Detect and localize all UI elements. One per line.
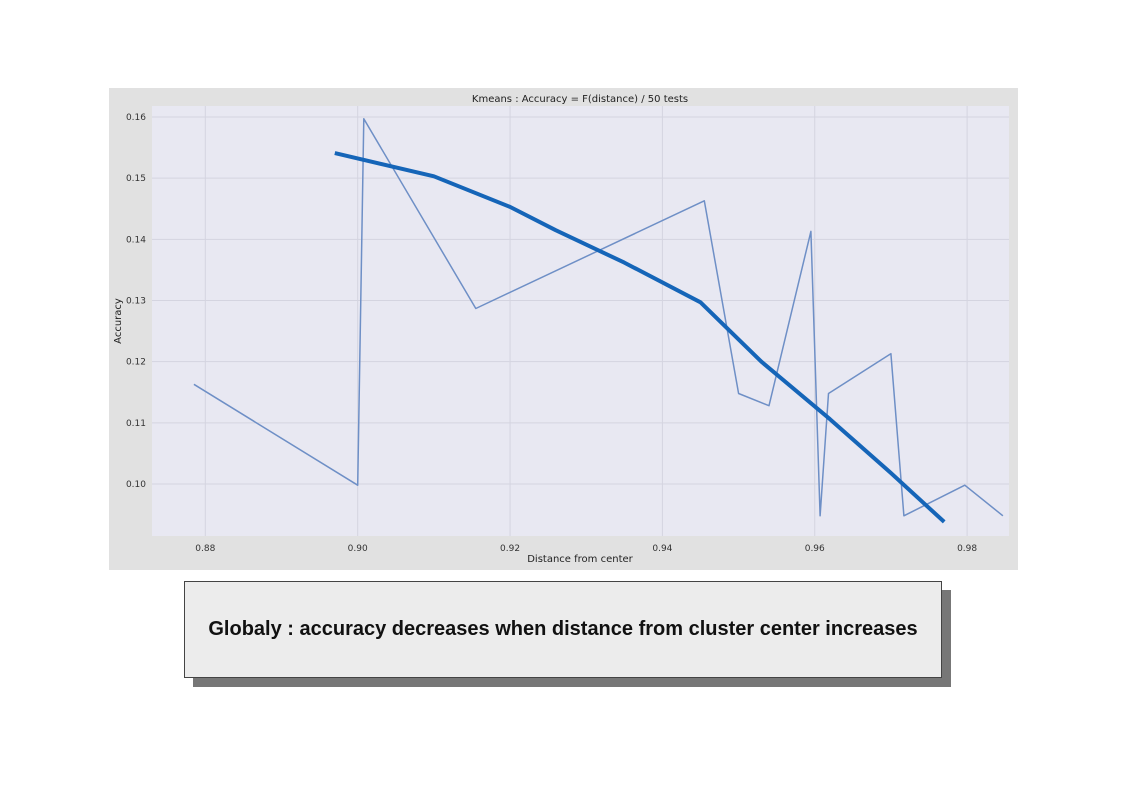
series-layer — [193, 118, 1004, 524]
y-axis-title: Accuracy — [113, 298, 124, 344]
accuracy-series-line — [193, 118, 1004, 517]
x-tick-label: 0.92 — [500, 544, 520, 554]
y-tick-label: 0.15 — [126, 174, 146, 184]
conclusion-text: Globaly : accuracy decreases when distan… — [208, 618, 918, 640]
chart-svg: 0.88 0.90 0.92 0.94 0.96 0.98 0.10 0.11 0.12 0.13… — [113, 94, 1009, 565]
plot-area — [152, 106, 1009, 536]
chart-figure: 0.88 0.90 0.92 0.94 0.96 0.98 0.10 0.11 0.12 0.13… — [109, 88, 1018, 570]
conclusion-callout: Globaly : accuracy decreases when distan… — [184, 581, 942, 678]
trend-series-line — [334, 151, 946, 524]
y-tick-label: 0.14 — [126, 235, 146, 245]
y-tick-label: 0.11 — [126, 419, 146, 429]
y-tick-label: 0.13 — [126, 297, 146, 307]
x-axis-title: Distance from center — [527, 554, 633, 565]
grid — [152, 106, 1009, 536]
tick-labels: 0.88 0.90 0.92 0.94 0.96 0.98 0.10 0.11 0.12 0.13… — [126, 113, 977, 554]
y-tick-label: 0.16 — [126, 113, 146, 123]
x-tick-label: 0.98 — [957, 544, 977, 554]
x-tick-label: 0.90 — [348, 544, 368, 554]
x-tick-label: 0.94 — [652, 544, 672, 554]
y-tick-label: 0.12 — [126, 358, 146, 368]
chart-title: Kmeans : Accuracy = F(distance) / 50 tes… — [472, 94, 688, 105]
x-tick-label: 0.88 — [195, 544, 215, 554]
x-tick-label: 0.96 — [805, 544, 825, 554]
y-tick-label: 0.10 — [126, 480, 146, 490]
